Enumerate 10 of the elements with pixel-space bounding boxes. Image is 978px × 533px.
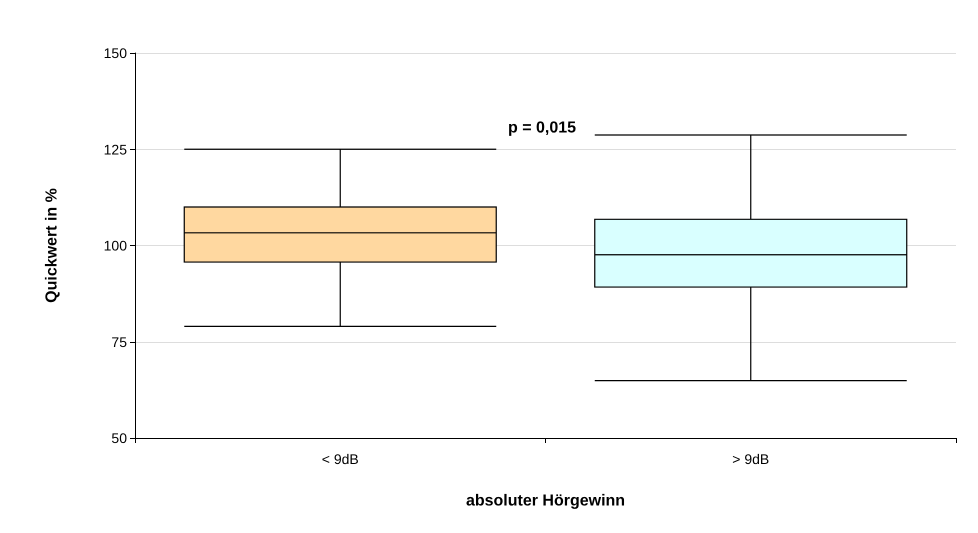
y-tick-label: 100	[104, 238, 128, 254]
x-axis-title: absoluter Hörgewinn	[466, 492, 626, 510]
y-tick-label: 50	[111, 430, 128, 446]
y-tick-label: 150	[104, 45, 128, 61]
y-axis-title: Quickwert in %	[44, 188, 60, 303]
x-tick-label: < 9dB	[322, 451, 359, 467]
y-tick-label: 125	[104, 141, 128, 158]
annotation: p = 0,015	[508, 120, 576, 136]
y-tick-label: 75	[111, 334, 128, 350]
x-tick-label: > 9dB	[732, 451, 770, 467]
